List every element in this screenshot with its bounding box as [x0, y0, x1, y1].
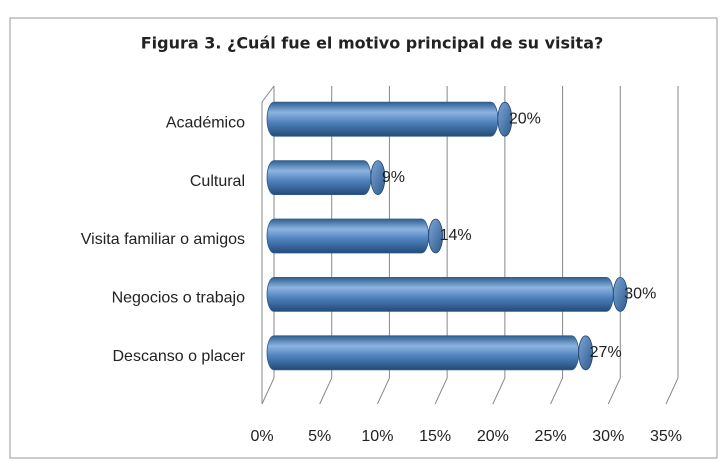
value-label: 14%	[440, 227, 472, 244]
grid-line	[607, 377, 621, 405]
y-tick-label: Académico	[166, 114, 245, 131]
bar	[266, 335, 580, 371]
bar-cap	[497, 101, 513, 137]
value-label: 30%	[624, 286, 656, 303]
x-tick-label: 30%	[592, 428, 624, 445]
bar	[266, 218, 430, 254]
bar	[266, 160, 372, 196]
x-tick-label: 35%	[650, 428, 682, 445]
bar-cap	[370, 160, 386, 196]
x-tick-label: 0%	[250, 428, 273, 445]
bar-cap	[428, 218, 444, 254]
value-label: 27%	[590, 344, 622, 361]
bar	[266, 101, 499, 137]
y-tick-label: Visita familiar o amigos	[81, 231, 245, 248]
chart-title: Figura 3. ¿Cuál fue el motivo principal …	[141, 34, 604, 53]
grid-line	[665, 377, 679, 405]
value-label: 20%	[509, 110, 541, 127]
grid-line	[376, 377, 390, 405]
x-tick-label: 20%	[477, 428, 509, 445]
bar-cap	[612, 276, 628, 312]
x-tick-label: 10%	[361, 428, 393, 445]
x-tick-label: 15%	[419, 428, 451, 445]
bar-cap	[578, 335, 594, 371]
grid-line	[261, 377, 275, 405]
axis-line	[261, 85, 275, 103]
grid-line	[434, 377, 448, 405]
y-tick-label: Cultural	[190, 173, 245, 190]
grid-line	[492, 377, 506, 405]
y-tick-label: Descanso o placer	[112, 348, 245, 365]
y-tick-label: Negocios o trabajo	[112, 290, 246, 307]
grid-line	[550, 377, 564, 405]
x-tick-label: 25%	[535, 428, 567, 445]
value-label: 9%	[382, 169, 405, 186]
grid-line	[319, 377, 333, 405]
x-tick-label: 5%	[308, 428, 331, 445]
bar	[266, 276, 614, 312]
